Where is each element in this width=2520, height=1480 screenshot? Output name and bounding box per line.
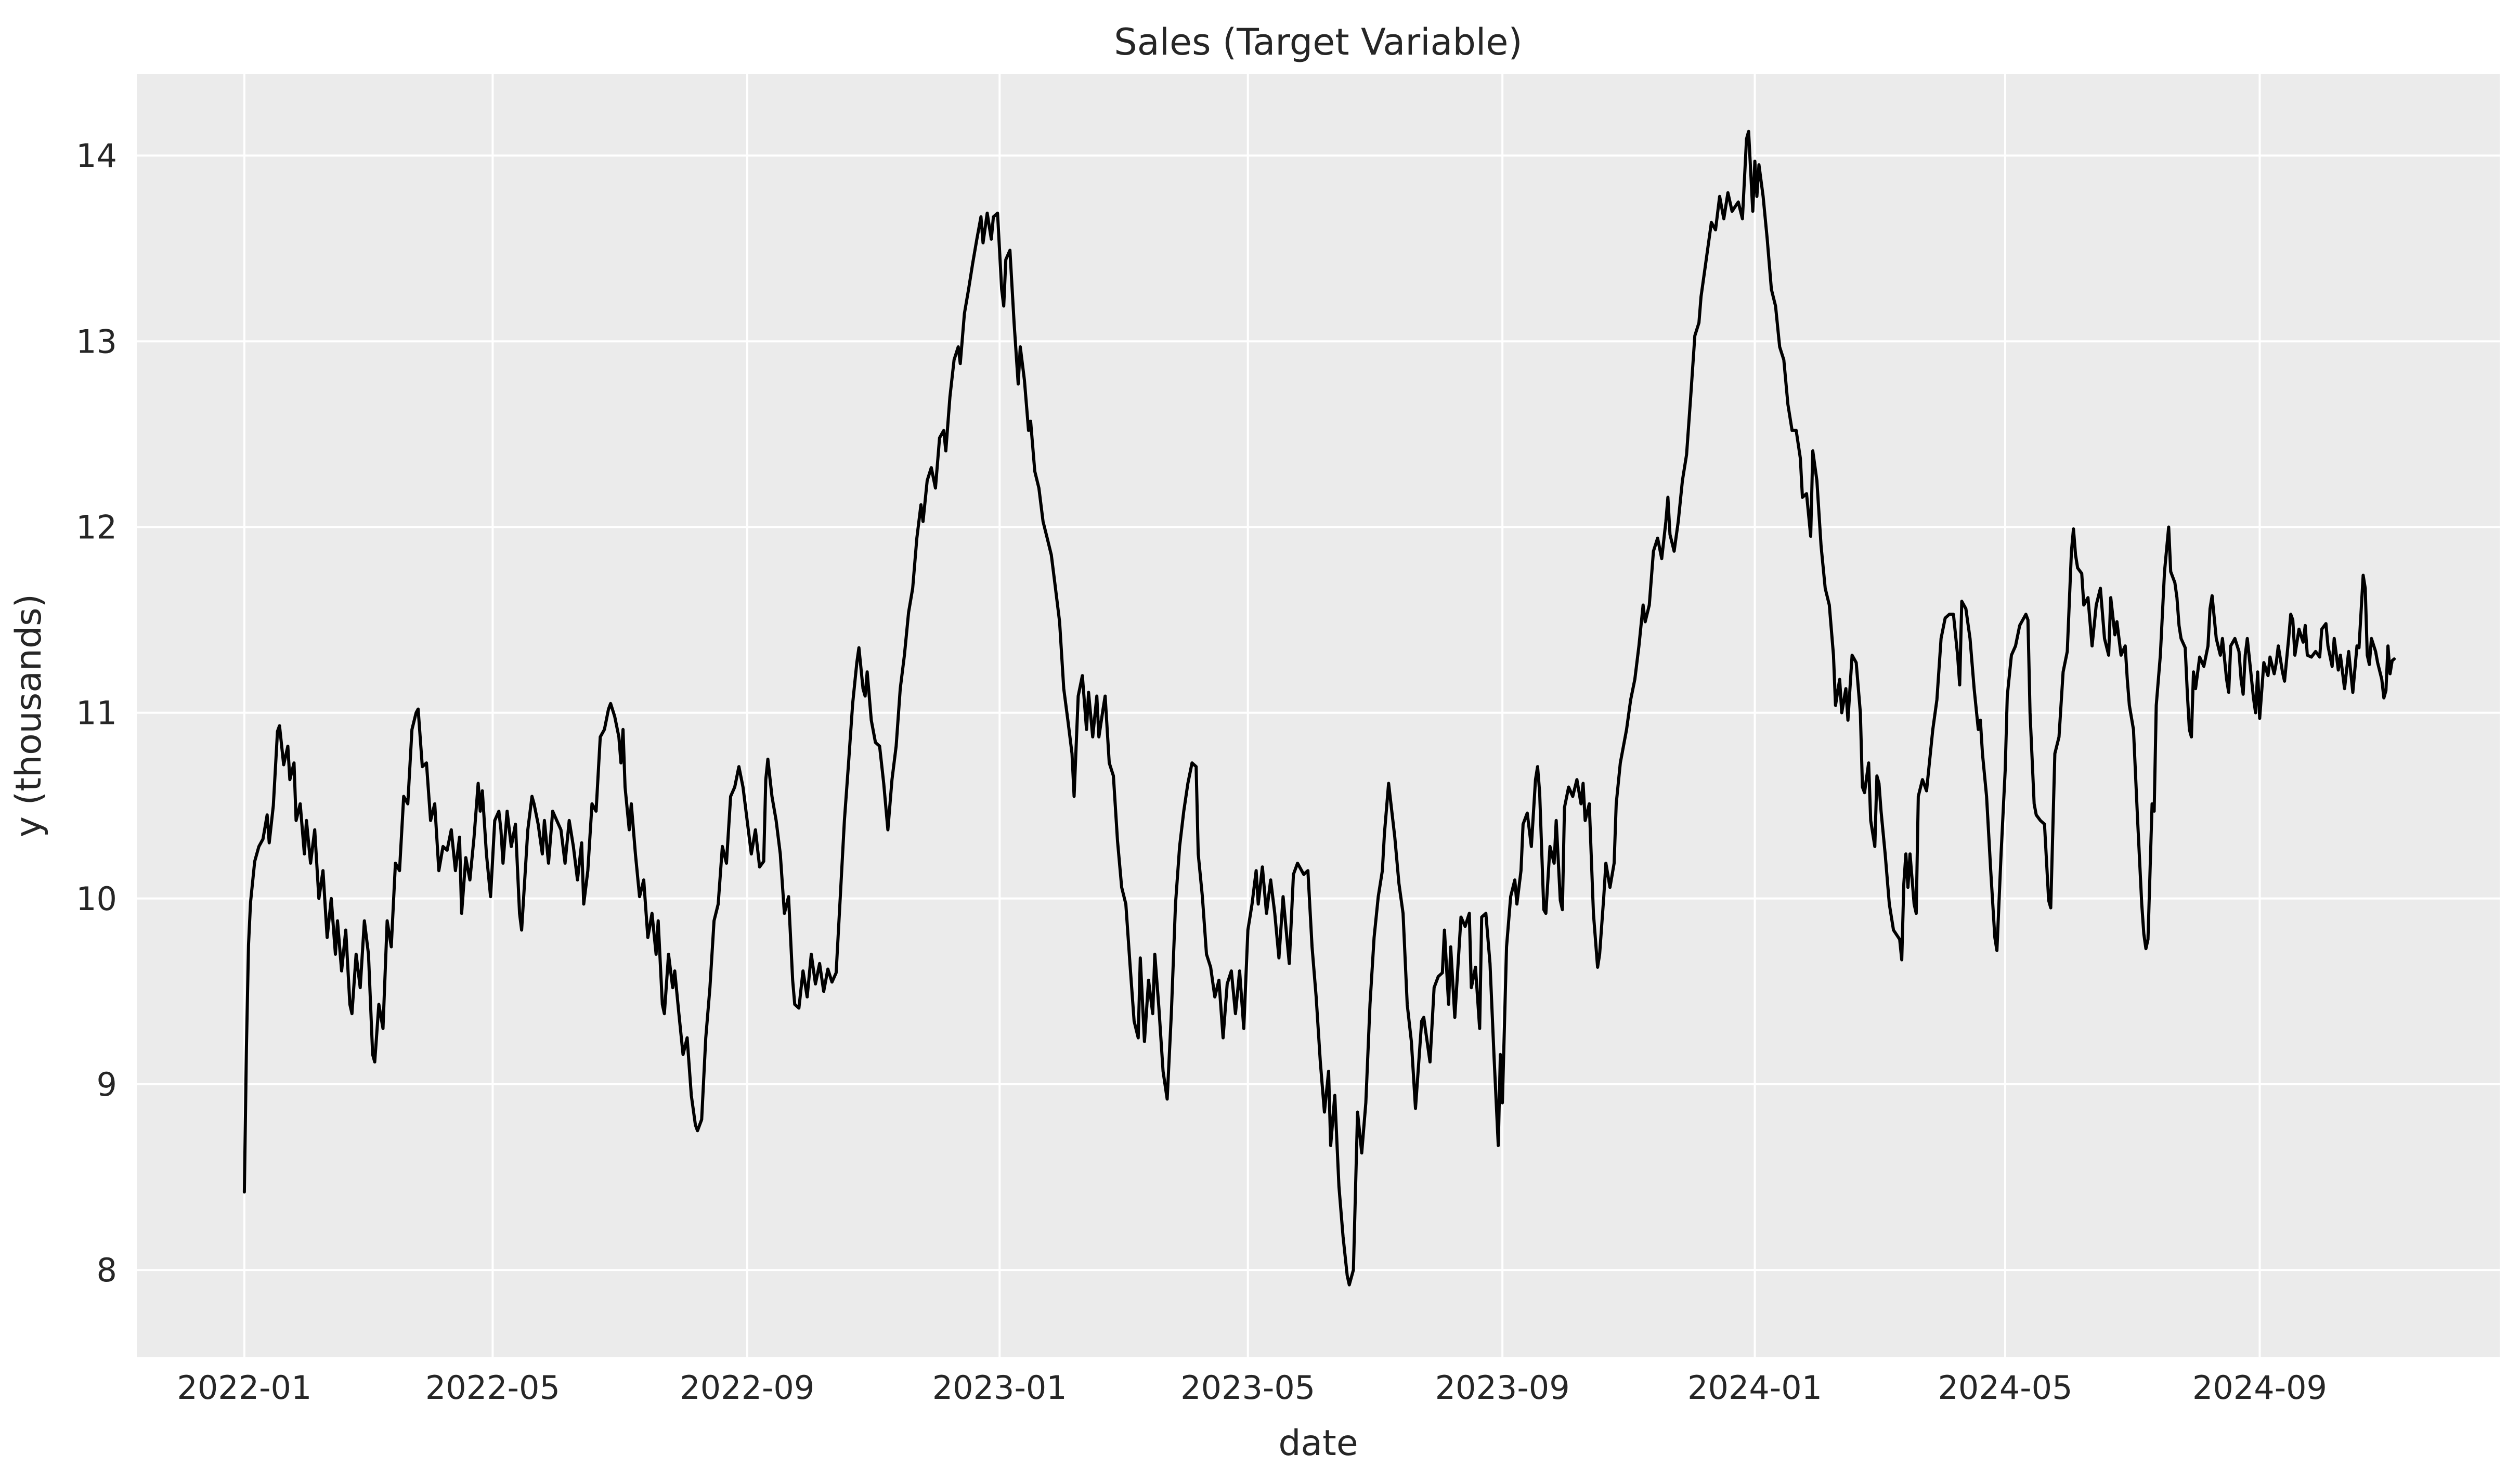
x-tick-label: 2022-09 [680,1369,814,1407]
series-line-sales [242,129,2396,1287]
y-tick-label: 14 [76,137,117,175]
plot-area [137,74,2500,1357]
x-tick-label: 2023-05 [1180,1369,1315,1407]
y-axis-label: y (thousands) [8,594,49,837]
x-tick-label: 2022-01 [177,1369,311,1407]
x-tick-label: 2022-05 [425,1369,560,1407]
y-tick-label: 13 [76,322,117,360]
x-tick-label: 2024-01 [1687,1369,1822,1407]
y-tick-label: 12 [76,508,117,546]
x-tick-label: 2023-09 [1435,1369,1570,1407]
x-axis-label: date [1278,1423,1358,1464]
y-tick-label: 8 [97,1251,117,1289]
y-tick-label: 11 [76,694,117,732]
y-tick-labels: 8 9 10 11 12 13 14 [76,137,117,1289]
y-tick-label: 9 [97,1066,117,1103]
y-tick-label: 10 [76,880,117,918]
x-tick-label: 2024-05 [1938,1369,2072,1407]
x-tick-labels: 2022-01 2022-05 2022-09 2023-01 2023-05 2023-… [177,1369,2327,1407]
series-line-group [242,129,2396,1287]
vertical-gridlines [243,74,2261,1357]
horizontal-gridlines [137,154,2500,1271]
x-tick-label: 2024-09 [2192,1369,2327,1407]
x-tick-label: 2023-01 [932,1369,1067,1407]
chart-title: Sales (Target Variable) [1114,21,1522,63]
